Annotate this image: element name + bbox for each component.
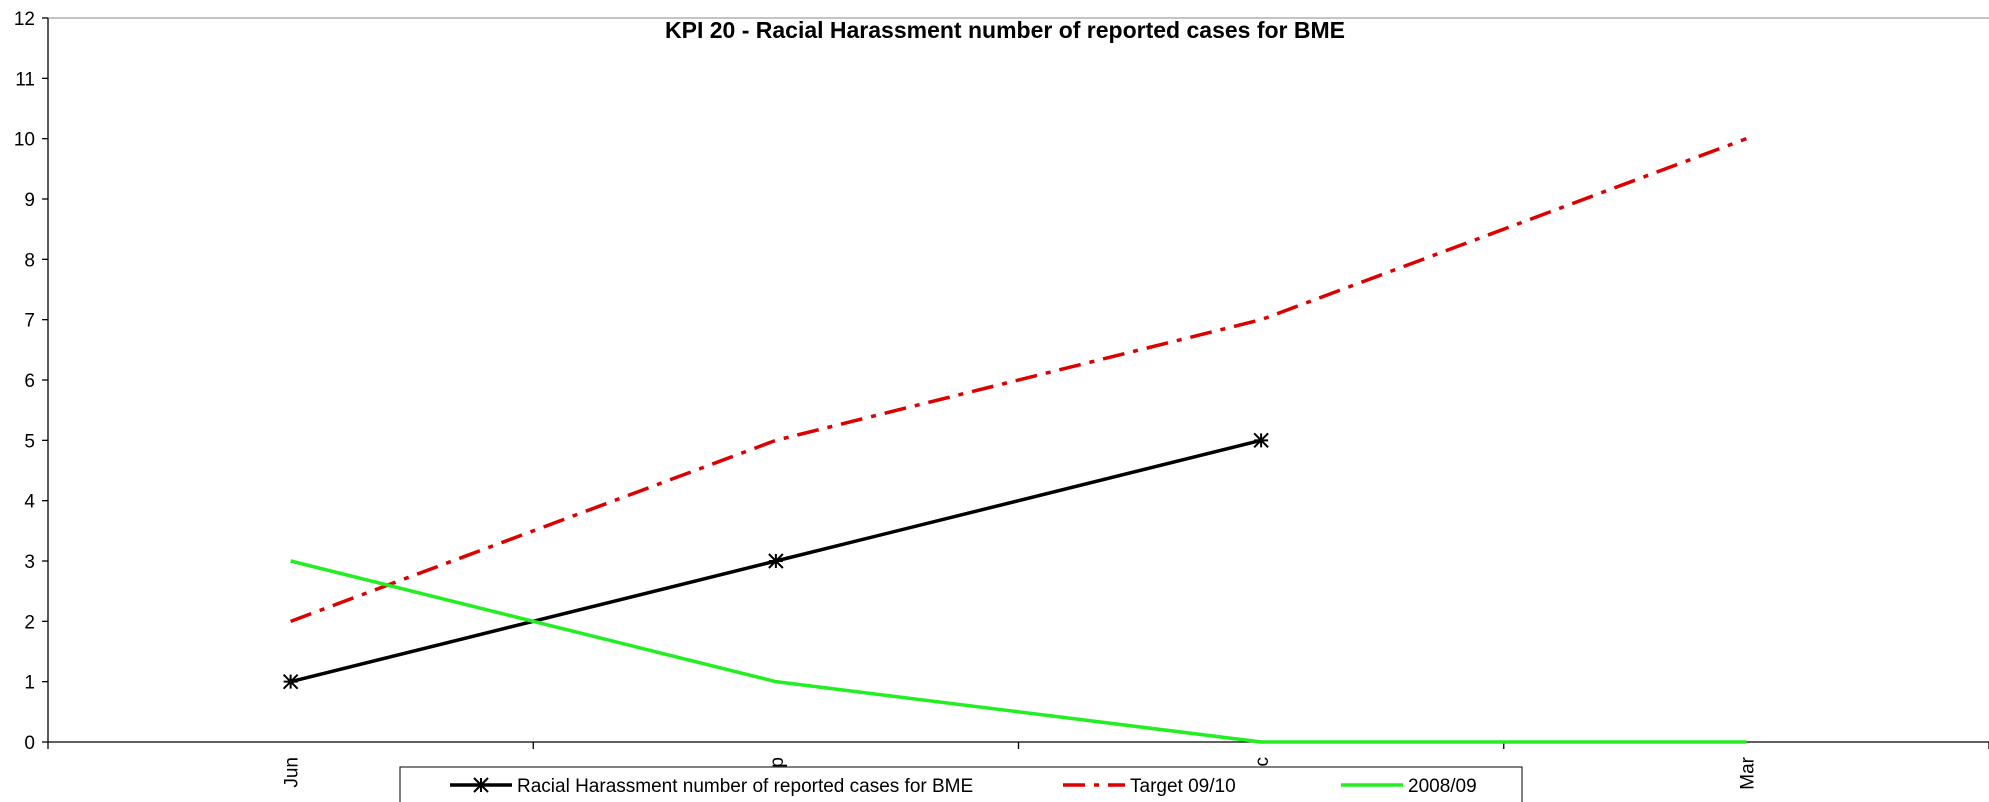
series-line <box>290 559 1747 744</box>
marker <box>1253 432 1269 449</box>
x-tick-label: Mar <box>1737 756 1758 789</box>
legend-label: Racial Harassment number of reported cas… <box>517 776 973 797</box>
y-tick-label: 5 <box>24 431 35 452</box>
y-tick-label: 8 <box>24 250 35 271</box>
y-tick-label: 2 <box>24 612 35 633</box>
y-tick-label: 10 <box>14 130 35 151</box>
chart-title: KPI 20 - Racial Harassment number of rep… <box>665 17 1345 43</box>
y-tick-label: 9 <box>24 190 35 211</box>
y-tick-label: 4 <box>24 492 35 513</box>
legend-box <box>399 766 1523 802</box>
y-tick-label: 12 <box>14 9 35 30</box>
y-tick-label: 6 <box>24 371 35 392</box>
y-tick-label: 0 <box>24 733 35 754</box>
legend-marker <box>473 777 489 793</box>
y-tick-label: 11 <box>15 69 35 90</box>
legend-label: 2008/09 <box>1408 776 1477 797</box>
x-tick-label: Jun <box>282 757 303 788</box>
series-line <box>290 137 1747 623</box>
legend-label: Target 09/10 <box>1130 776 1236 797</box>
y-tick-label: 7 <box>24 311 35 332</box>
marker <box>768 553 784 569</box>
marker <box>282 673 299 690</box>
y-tick-label: 1 <box>24 673 35 694</box>
y-tick-label: 3 <box>24 552 35 573</box>
